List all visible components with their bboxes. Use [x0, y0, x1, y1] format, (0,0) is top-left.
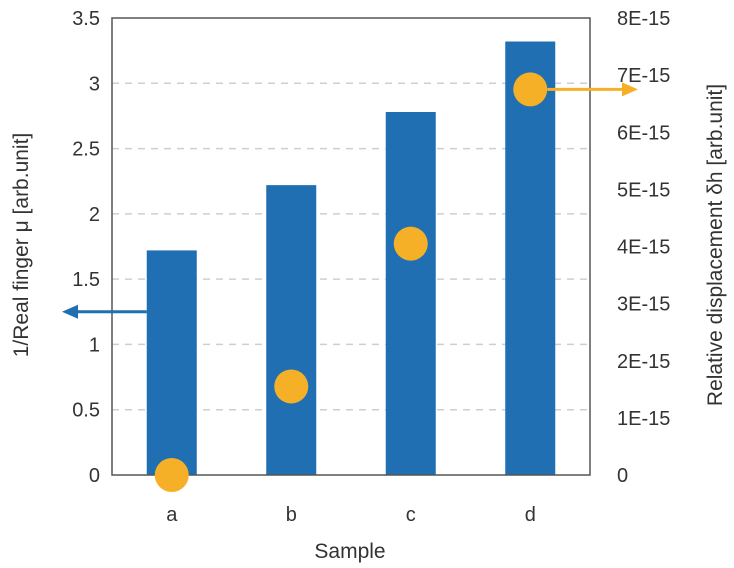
- right-tick-label: 0: [617, 465, 628, 487]
- x-tick-label: d: [525, 504, 536, 526]
- scatter-point: [513, 72, 548, 107]
- scatter-point: [274, 369, 309, 404]
- bar: [385, 112, 436, 476]
- scatter-series: [154, 72, 548, 492]
- left-tick-label: 1.5: [72, 269, 100, 291]
- left-axis-ticks: 0 0.5 1 1.5 2 2.5 3 3.5: [72, 8, 100, 487]
- left-tick-label: 0: [89, 465, 100, 487]
- plot-frame: [111, 17, 591, 476]
- left-axis-arrowhead: [62, 304, 78, 319]
- left-axis-title: 1/Real finger μ [arb.unit]: [10, 133, 33, 358]
- right-tick-label: 7E-15: [617, 65, 670, 87]
- left-tick-label: 3: [89, 73, 100, 95]
- plot-border: [111, 17, 591, 476]
- bar: [146, 250, 197, 475]
- bar: [505, 41, 556, 475]
- right-tick-label: 5E-15: [617, 179, 670, 201]
- left-tick-label: 2.5: [72, 139, 100, 161]
- right-tick-label: 1E-15: [617, 408, 670, 430]
- left-tick-label: 3.5: [72, 8, 100, 30]
- scatter-point: [154, 458, 189, 492]
- x-tick-label: b: [286, 504, 297, 526]
- x-axis-title: Sample: [314, 540, 385, 563]
- bar-series: [146, 41, 556, 476]
- left-tick-label: 2: [89, 204, 100, 226]
- right-tick-label: 6E-15: [617, 122, 670, 144]
- x-tick-label: c: [406, 504, 416, 526]
- axis-arrows: [62, 82, 638, 319]
- right-tick-label: 3E-15: [617, 294, 670, 316]
- x-axis-ticks: a b c d: [166, 504, 536, 526]
- right-tick-label: 4E-15: [617, 237, 670, 259]
- x-tick-label: a: [166, 504, 178, 526]
- right-axis-arrowhead: [622, 82, 638, 97]
- right-tick-label: 2E-15: [617, 351, 670, 373]
- bar: [266, 185, 317, 476]
- right-axis-ticks: 0 1E-15 2E-15 3E-15 4E-15 5E-15 6E-15 7E-15 8E-1…: [617, 8, 670, 487]
- left-tick-label: 1: [89, 334, 100, 356]
- left-tick-label: 0.5: [72, 400, 100, 422]
- right-axis-title: Relative displacement δh [arb.unit]: [704, 84, 727, 406]
- right-tick-label: 8E-15: [617, 8, 670, 30]
- scatter-point: [393, 226, 428, 261]
